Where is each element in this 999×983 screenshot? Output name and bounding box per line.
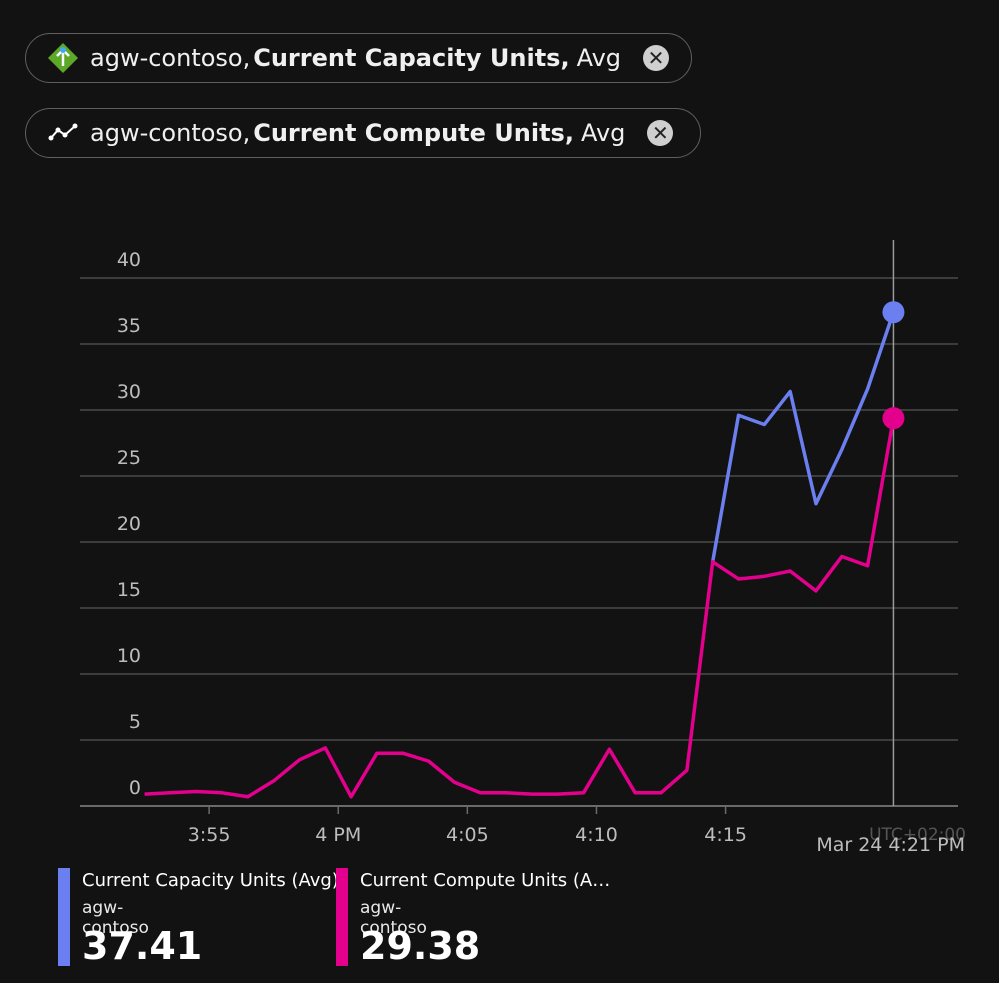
metric: Current Capacity Units, xyxy=(253,44,570,72)
series-line xyxy=(144,417,896,799)
y-tick-label: 5 xyxy=(129,711,141,733)
y-tick-label: 35 xyxy=(117,315,141,337)
y-tick-label: 0 xyxy=(129,777,141,799)
y-tick-label: 10 xyxy=(117,645,141,667)
aggregation: Avg xyxy=(576,44,622,72)
y-tick-label: 30 xyxy=(117,381,141,403)
y-tick-label: 25 xyxy=(117,447,141,469)
legend-swatch xyxy=(58,868,70,966)
last-point xyxy=(882,407,905,430)
metric-pill[interactable]: agw-contoso, Current Compute Units, Avg ✕ xyxy=(25,108,701,158)
remove-button[interactable]: ✕ xyxy=(643,45,670,71)
x-tick-label: 4:05 xyxy=(446,824,489,846)
crosshair-label: Mar 24 4:21 PM xyxy=(816,834,965,856)
legend-swatch xyxy=(336,868,348,966)
y-tick-label: 15 xyxy=(117,579,141,601)
x-tick-label: 4 PM xyxy=(315,824,361,846)
resource-icon xyxy=(48,43,78,73)
aggregation: Avg xyxy=(580,119,626,147)
legend-name: Current Capacity Units (Avg) xyxy=(82,870,339,891)
legend-resource: agw-contoso xyxy=(360,898,427,938)
x-tick-label: 3:55 xyxy=(188,824,231,846)
legend-name: Current Compute Units (A… xyxy=(360,870,611,891)
legend-value: 37.41 xyxy=(82,924,203,968)
y-tick-label: 20 xyxy=(117,513,141,535)
metric-pill[interactable]: agw-contoso, Current Capacity Units, Avg ✕ xyxy=(25,33,692,83)
x-tick-label: 4:10 xyxy=(575,824,618,846)
series-line xyxy=(710,311,896,563)
resource: agw-contoso, xyxy=(90,44,251,72)
chart: 0 5 10 15 20 25 30 35 40 3:55 4 PM 4:05 4:10 4:15 UTC+… xyxy=(80,240,966,856)
y-tick-label: 40 xyxy=(117,249,141,271)
metric-icon xyxy=(48,123,78,141)
x-tick-label: 4:15 xyxy=(704,824,747,846)
legend-resource: agw-contoso xyxy=(82,898,149,938)
timezone: UTC+02:00 xyxy=(869,825,966,845)
legend-value: 29.38 xyxy=(360,924,481,968)
metric: Current Compute Units, xyxy=(253,119,574,147)
remove-button[interactable]: ✕ xyxy=(647,120,674,146)
resource: agw-contoso, xyxy=(90,119,251,147)
last-point xyxy=(882,301,905,324)
